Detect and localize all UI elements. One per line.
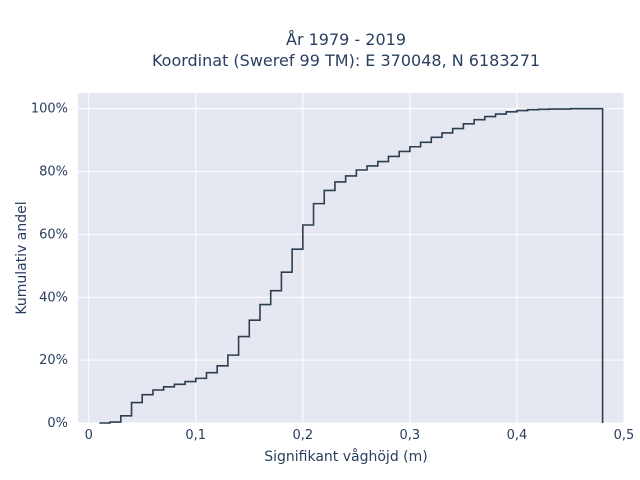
x-tick-label: 0,2 bbox=[292, 428, 313, 443]
x-tick-label: 0,5 bbox=[614, 428, 635, 443]
plot-area bbox=[78, 93, 624, 423]
x-tick-labels: 0 0,1 0,2 0,3 0,4 0,5 bbox=[85, 428, 635, 443]
y-tick-label: 40% bbox=[39, 290, 68, 305]
chart-title-line2: Koordinat (Sweref 99 TM): E 370048, N 61… bbox=[152, 51, 540, 70]
y-tick-label: 60% bbox=[39, 227, 68, 242]
y-axis-title: Kumulativ andel bbox=[14, 201, 30, 314]
y-tick-label: 20% bbox=[39, 353, 68, 368]
chart-title-line1: År 1979 - 2019 bbox=[286, 30, 406, 49]
x-tick-label: 0,4 bbox=[507, 428, 528, 443]
y-tick-label: 80% bbox=[39, 165, 68, 180]
x-tick-label: 0,1 bbox=[185, 428, 206, 443]
y-tick-label: 0% bbox=[47, 416, 68, 431]
x-tick-label: 0 bbox=[85, 428, 93, 443]
x-tick-label: 0,3 bbox=[400, 428, 421, 443]
cdf-step-line bbox=[99, 107, 604, 424]
y-tick-label: 100% bbox=[31, 102, 68, 117]
x-axis-title: Signifikant våghöjd (m) bbox=[264, 448, 427, 465]
y-gridlines bbox=[78, 108, 624, 424]
y-tick-labels: 0% 20% 40% 60% 80% 100% bbox=[31, 102, 68, 431]
